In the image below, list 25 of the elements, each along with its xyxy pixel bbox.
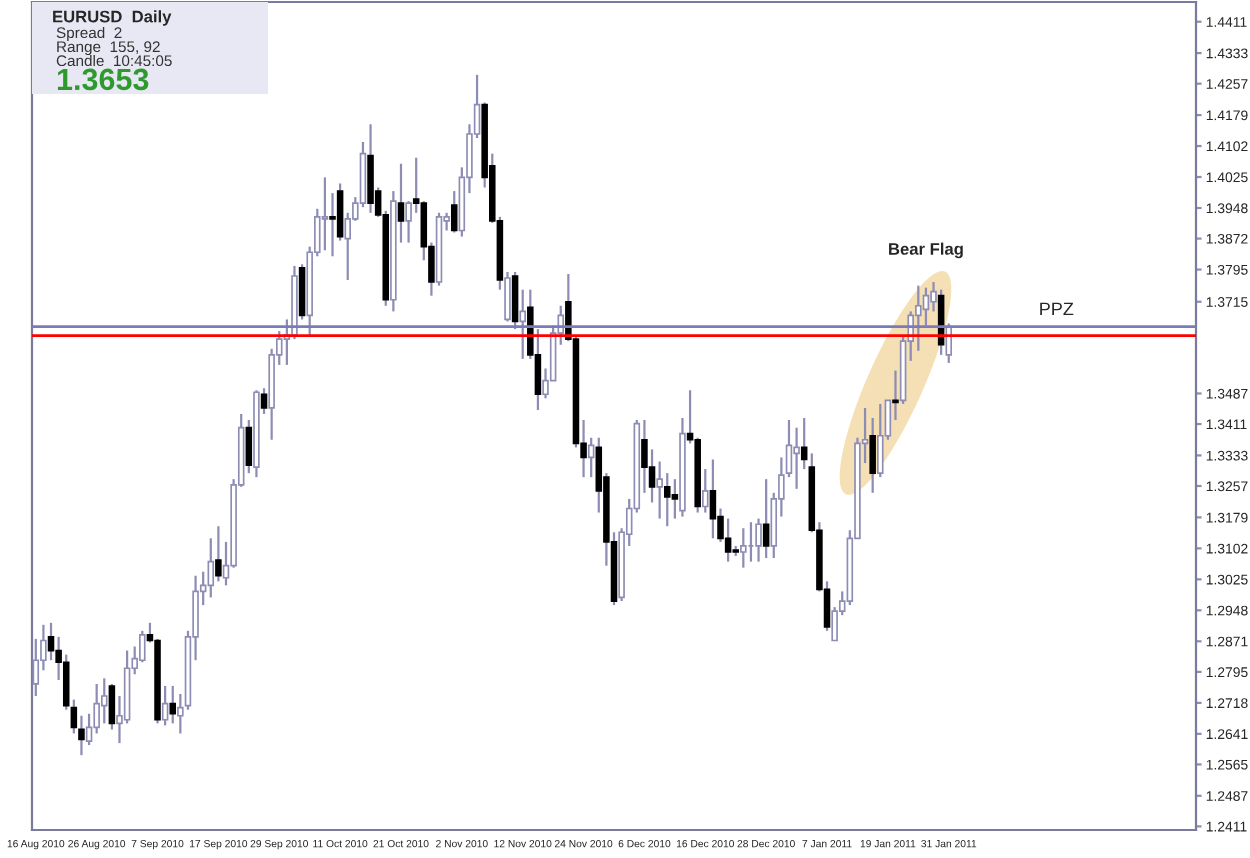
candlestick: [161, 684, 169, 727]
candlestick: [762, 478, 770, 560]
candlestick: [587, 436, 595, 479]
candlestick: [869, 416, 876, 494]
candlestick: [367, 123, 374, 214]
candlestick: [877, 402, 884, 479]
candlestick: [755, 517, 762, 563]
candlestick: [101, 677, 108, 725]
candlestick: [47, 621, 55, 662]
candlestick: [740, 527, 747, 569]
candlestick: [724, 517, 732, 563]
candlestick: [169, 684, 177, 725]
annotation: Bear Flag: [889, 242, 963, 259]
candlestick: [702, 468, 709, 514]
candlestick: [793, 426, 800, 490]
candlestick: [922, 286, 930, 327]
chart-title: EURUSD Daily: [53, 10, 172, 26]
candlestick: [321, 176, 329, 252]
candlestick: [511, 270, 519, 331]
candlestick: [519, 288, 526, 360]
candlestick: [656, 460, 663, 520]
ref-line-label: PPZ: [1040, 302, 1074, 316]
candlestick: [709, 458, 717, 540]
annotation: 1.3653: [57, 68, 149, 91]
candlestick: [329, 192, 336, 258]
